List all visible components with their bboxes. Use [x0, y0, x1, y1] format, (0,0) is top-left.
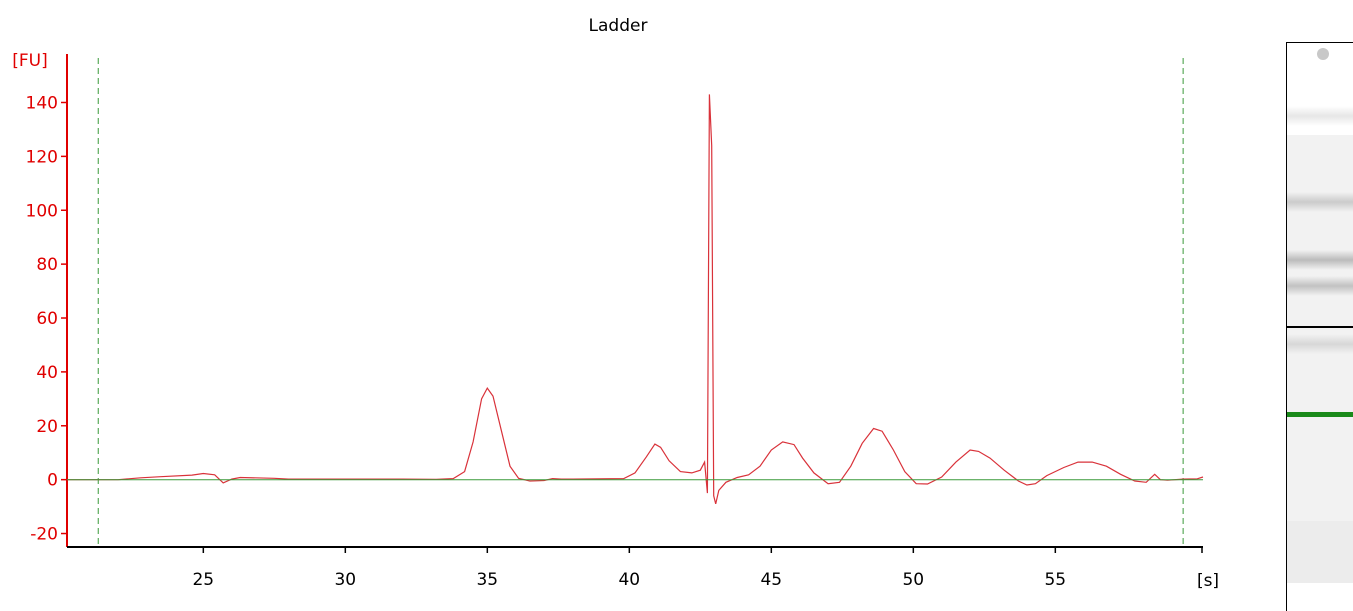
- gel-band: [1287, 250, 1353, 271]
- x-tick-label: 45: [760, 570, 782, 590]
- gel-band: [1287, 105, 1353, 126]
- gel-background: [1287, 135, 1353, 583]
- trace-line: [67, 94, 1204, 505]
- y-tick-label: -20: [30, 525, 58, 545]
- chart-title: Ladder: [589, 16, 648, 36]
- y-tick-label: 120: [26, 147, 58, 167]
- y-tick-label: 140: [26, 93, 58, 113]
- gel-lower-region: [1287, 521, 1353, 583]
- y-axis-label: [FU]: [12, 51, 48, 71]
- y-tick-label: 40: [36, 363, 58, 383]
- x-tick-label: 35: [476, 570, 498, 590]
- gel-band: [1287, 275, 1353, 296]
- gel-divider-line: [1287, 326, 1353, 328]
- gel-band: [1287, 333, 1353, 354]
- gel-band: [1287, 192, 1353, 213]
- x-tick-label: 25: [192, 570, 214, 590]
- gel-well-marker: [1317, 48, 1329, 60]
- gel-lane: [1286, 42, 1353, 611]
- y-tick-label: 0: [47, 471, 58, 491]
- x-tick-label: 55: [1044, 570, 1066, 590]
- y-tick-label: 80: [36, 255, 58, 275]
- x-axis-label: [s]: [1197, 571, 1219, 591]
- x-tick-label: 30: [334, 570, 356, 590]
- x-tick-label: 40: [618, 570, 640, 590]
- y-tick-label: 100: [26, 201, 58, 221]
- x-tick-label: 50: [902, 570, 924, 590]
- gel-marker-band: [1287, 412, 1353, 417]
- y-tick-label: 60: [36, 309, 58, 329]
- y-tick-label: 20: [36, 417, 58, 437]
